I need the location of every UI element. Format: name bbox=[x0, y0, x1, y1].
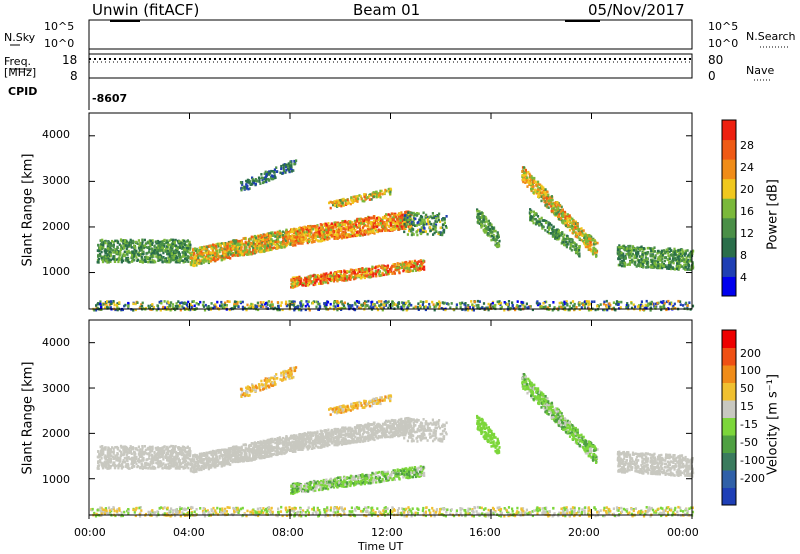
nsearch-bottom-tick: 10^0 bbox=[708, 37, 739, 50]
power-ytick-1000: 1000 bbox=[42, 265, 70, 278]
velocity-ytick-2000: 2000 bbox=[42, 427, 70, 440]
power-cbar-tick-28: 28 bbox=[740, 139, 754, 152]
power-scatter bbox=[92, 159, 695, 312]
velocity-ytick-3000: 3000 bbox=[42, 382, 70, 395]
power-colorbar-frame bbox=[721, 119, 737, 297]
power-ylabel: Slant Range [km] bbox=[20, 153, 36, 267]
power-cbar-tick-16: 16 bbox=[740, 205, 754, 218]
velocity-colorbar-segment bbox=[722, 417, 736, 436]
power-cbar-tick-8: 8 bbox=[740, 249, 747, 262]
velocity-colorbar-label: Velocity [m s⁻¹] bbox=[765, 374, 781, 475]
station-title: Unwin (fitACF) bbox=[92, 1, 200, 19]
power-colorbar-segment bbox=[722, 139, 736, 160]
velocity-colorbar-segment bbox=[722, 487, 736, 506]
freq-unit-label: [MHz] bbox=[4, 66, 37, 79]
power-ytick-3000: 3000 bbox=[42, 174, 70, 187]
freq-bottom-tick: 8 bbox=[70, 69, 78, 83]
velocity-colorbar-segment bbox=[722, 365, 736, 383]
time-tick-0: 00:00 bbox=[74, 526, 106, 539]
nave-label: Nave bbox=[746, 64, 775, 77]
velocity-cbar-tick-neg200: -200 bbox=[740, 472, 765, 485]
power-colorbar-segment bbox=[722, 120, 736, 141]
power-colorbar-segment bbox=[722, 159, 736, 180]
velocity-cbar-tick-200: 200 bbox=[740, 347, 761, 360]
time-axis-label: Time UT bbox=[358, 540, 404, 553]
velocity-panel-frame bbox=[88, 319, 693, 516]
nsky-top-tick: 10^5 bbox=[44, 20, 75, 33]
velocity-colorbar-frame bbox=[721, 329, 737, 506]
time-tick-3: 12:00 bbox=[371, 526, 403, 539]
power-colorbar-segment bbox=[722, 178, 736, 199]
power-colorbar-segment bbox=[722, 276, 736, 297]
velocity-ytick-4000: 4000 bbox=[42, 336, 70, 349]
power-colorbar-segment bbox=[722, 256, 736, 277]
velocity-colorbar-segment bbox=[722, 347, 736, 366]
power-cbar-tick-24: 24 bbox=[740, 161, 754, 174]
date-title: 05/Nov/2017 bbox=[588, 1, 685, 19]
beam-title: Beam 01 bbox=[353, 1, 421, 19]
nsearch-top-tick: 10^5 bbox=[708, 20, 739, 33]
power-panel-frame bbox=[88, 112, 693, 310]
time-tick-2: 08:00 bbox=[272, 526, 304, 539]
velocity-colorbar-segment bbox=[722, 330, 736, 348]
power-cbar-tick-12: 12 bbox=[740, 227, 754, 240]
time-tick-6: 00:00 bbox=[667, 526, 699, 539]
power-colorbar-segment bbox=[722, 198, 736, 219]
velocity-colorbar-segment bbox=[722, 452, 736, 471]
freq-top-tick: 18 bbox=[62, 53, 78, 67]
nsky-panel bbox=[88, 19, 693, 50]
velocity-cbar-tick-neg15: -15 bbox=[740, 418, 758, 431]
power-colorbar-label: Power [dB] bbox=[765, 179, 781, 250]
velocity-cbar-tick-100: 100 bbox=[740, 364, 761, 377]
velocity-colorbar-segment bbox=[722, 382, 736, 401]
velocity-colorbar-segment bbox=[722, 435, 736, 453]
power-ytick-4000: 4000 bbox=[42, 128, 70, 141]
velocity-colorbar-segment bbox=[722, 400, 736, 418]
velocity-ytick-1000: 1000 bbox=[42, 473, 70, 486]
velocity-cbar-tick-15: 15 bbox=[740, 400, 754, 413]
velocity-cbar-tick-50: 50 bbox=[740, 382, 754, 395]
velocity-ylabel: Slant Range [km] bbox=[20, 361, 36, 475]
velocity-cbar-tick-neg100: -100 bbox=[740, 454, 765, 467]
nave-bottom-tick: 0 bbox=[708, 69, 716, 83]
cpid-label: CPID bbox=[8, 85, 38, 98]
power-cbar-tick-20: 20 bbox=[740, 183, 754, 196]
velocity-scatter bbox=[90, 366, 695, 518]
nsky-label: N.Sky bbox=[4, 31, 36, 44]
velocity-cbar-tick-neg50: -50 bbox=[740, 436, 758, 449]
freq-panel bbox=[88, 53, 693, 79]
power-colorbar-segment bbox=[722, 217, 736, 238]
time-tick-4: 16:00 bbox=[469, 526, 501, 539]
power-ytick-2000: 2000 bbox=[42, 220, 70, 233]
nsearch-label: N.Search bbox=[746, 30, 796, 43]
velocity-colorbar-segment bbox=[722, 470, 736, 488]
time-tick-1: 04:00 bbox=[173, 526, 205, 539]
nave-top-tick: 80 bbox=[708, 53, 724, 67]
freq-label: Freq. bbox=[4, 55, 32, 68]
nsky-bottom-tick: 10^0 bbox=[44, 37, 75, 50]
time-tick-5: 20:00 bbox=[568, 526, 600, 539]
power-cbar-tick-4: 4 bbox=[740, 271, 747, 284]
power-colorbar-segment bbox=[722, 237, 736, 258]
cpid-value: -8607 bbox=[92, 92, 128, 105]
